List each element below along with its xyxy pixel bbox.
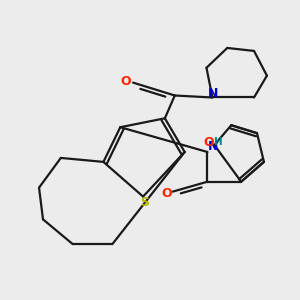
Text: N: N [208,140,218,152]
Text: S: S [140,196,149,209]
Text: N: N [208,87,218,100]
Text: O: O [204,136,214,148]
Text: O: O [161,188,172,200]
Text: H: H [214,137,223,147]
Text: O: O [120,75,131,88]
